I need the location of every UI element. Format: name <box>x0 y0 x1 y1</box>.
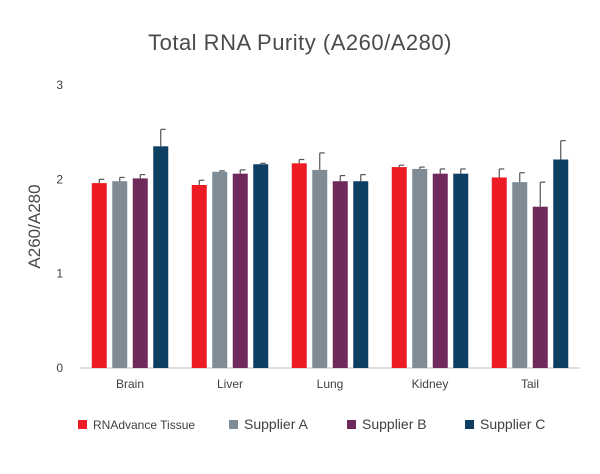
category-label: Lung <box>317 377 344 391</box>
chart-title: Total RNA Purity (A260/A280) <box>148 30 452 55</box>
category-label: Brain <box>116 377 144 391</box>
y-tick-label: 2 <box>56 172 63 186</box>
legend-swatch <box>229 420 238 429</box>
bar <box>191 184 207 368</box>
bar <box>253 164 269 368</box>
category-label: Tail <box>521 377 539 391</box>
bars <box>91 146 569 368</box>
bar <box>332 181 348 368</box>
bar <box>112 181 128 368</box>
legend: RNAdvance Tissue Supplier A Supplier B Supp… <box>78 416 545 432</box>
bar <box>391 167 407 368</box>
bar <box>532 206 548 368</box>
bar <box>91 183 107 368</box>
bar <box>212 171 228 368</box>
bar <box>132 178 148 368</box>
error-bars <box>98 128 566 207</box>
bar <box>412 168 428 368</box>
y-tick-label: 1 <box>56 267 63 281</box>
bar <box>291 163 307 368</box>
category-labels: Brain Liver Lung Kidney Tail <box>116 377 539 391</box>
category-label: Liver <box>217 377 243 391</box>
legend-label: Supplier C <box>480 416 545 432</box>
bar <box>353 181 369 368</box>
y-axis-title: A260/A280 <box>25 184 44 268</box>
y-tick-label: 0 <box>56 361 63 375</box>
legend-swatch <box>78 420 87 429</box>
legend-label: Supplier B <box>362 416 427 432</box>
bar <box>432 173 448 368</box>
y-tick-label: 3 <box>56 78 63 92</box>
y-tick-labels: 0 1 2 3 <box>56 78 63 375</box>
legend-label: Supplier A <box>244 416 308 432</box>
legend-swatch <box>347 420 356 429</box>
bar <box>512 182 528 368</box>
bar <box>312 169 328 368</box>
bar <box>232 173 248 368</box>
y-axis-title-group: A260/A280 <box>25 184 44 268</box>
bar <box>153 146 169 368</box>
legend-swatch <box>465 420 474 429</box>
legend-label: RNAdvance Tissue <box>93 418 195 432</box>
category-label: Kidney <box>412 377 449 391</box>
bar <box>491 177 507 368</box>
bar <box>453 173 469 368</box>
bar <box>553 159 569 368</box>
